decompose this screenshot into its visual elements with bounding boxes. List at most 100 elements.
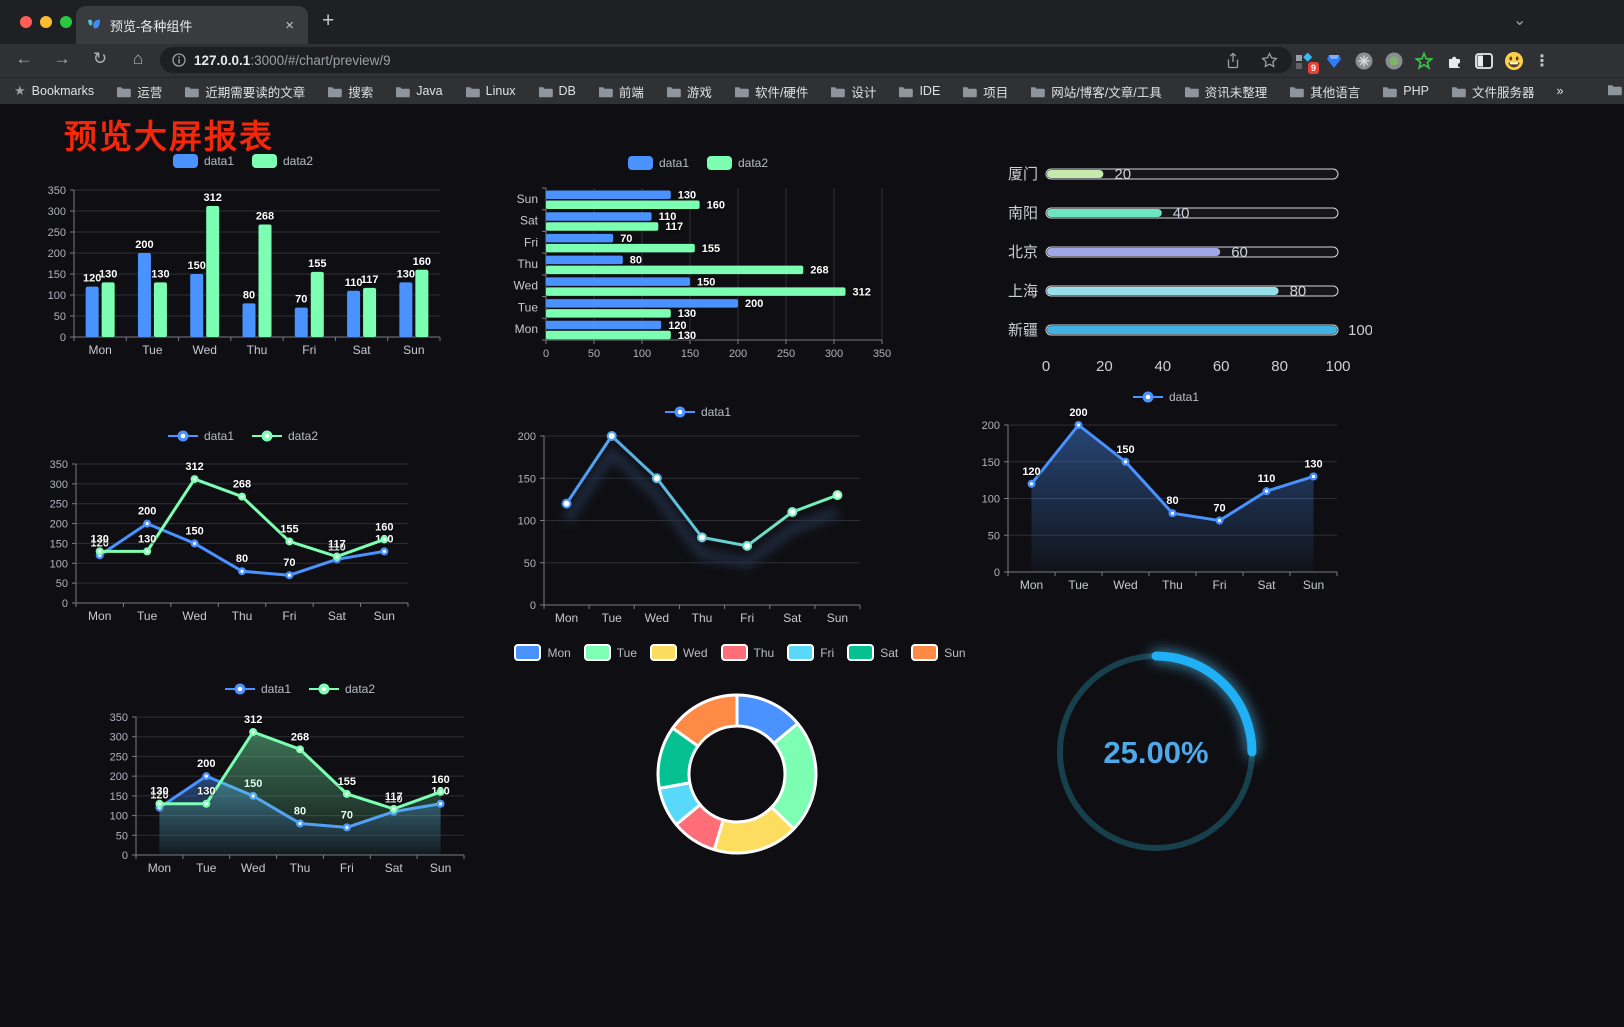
- bar[interactable]: [310, 271, 324, 337]
- minimize-window-button[interactable]: [40, 16, 52, 28]
- bar[interactable]: [137, 253, 151, 337]
- bar[interactable]: [242, 303, 256, 337]
- bookmark-item[interactable]: 网站/博客/文章/工具: [1030, 82, 1162, 101]
- legend-item-data2[interactable]: data2: [707, 156, 768, 170]
- bar[interactable]: [258, 224, 272, 337]
- bookmark-item[interactable]: 资讯未整理: [1184, 82, 1267, 101]
- bar[interactable]: [363, 287, 377, 337]
- bar[interactable]: [294, 307, 308, 337]
- browser-tab[interactable]: 预览-各种组件 ×: [76, 6, 308, 44]
- bookmark-star-icon[interactable]: [1261, 52, 1278, 68]
- url-text[interactable]: 127.0.0.1:3000/#/chart/preview/9: [194, 52, 391, 68]
- tab-close-icon[interactable]: ×: [285, 16, 294, 34]
- bookmark-item[interactable]: 搜索: [327, 82, 373, 101]
- legend-item-data1[interactable]: data1: [172, 154, 234, 168]
- progress-fill-0[interactable]: [1047, 170, 1104, 178]
- progress-fill-2[interactable]: [1047, 248, 1221, 256]
- legend-item-data1[interactable]: data1: [627, 156, 689, 170]
- bookmark-item[interactable]: Linux: [465, 84, 516, 98]
- share-icon[interactable]: [1225, 51, 1241, 69]
- data-point[interactable]: [742, 540, 753, 551]
- legend-item-Thu[interactable]: Thu: [720, 644, 774, 661]
- legend-item-data1[interactable]: data1: [167, 429, 234, 443]
- extension-split-screen-icon[interactable]: [1474, 51, 1494, 71]
- extension-gem-icon[interactable]: [1324, 51, 1344, 71]
- bookmark-item[interactable]: 运营: [116, 82, 162, 101]
- progress-fill-1[interactable]: [1047, 209, 1162, 217]
- bar[interactable]: [85, 286, 99, 337]
- bookmark-item[interactable]: PHP: [1382, 84, 1429, 98]
- legend-item-Fri[interactable]: Fri: [787, 644, 834, 661]
- bookmark-item[interactable]: 其他语言: [1289, 82, 1360, 101]
- extension-emoji-icon[interactable]: [1504, 51, 1524, 71]
- bar[interactable]: [546, 190, 671, 200]
- bookmark-item[interactable]: DB: [538, 84, 576, 98]
- browser-menu-icon[interactable]: ⋮: [1534, 52, 1550, 70]
- bar[interactable]: [546, 309, 671, 318]
- bar[interactable]: [546, 299, 738, 308]
- bookmark-item[interactable]: 前端: [598, 82, 644, 101]
- bookmark-item[interactable]: 文件服务器: [1451, 82, 1534, 101]
- bar[interactable]: [546, 330, 671, 340]
- bookmark-item[interactable]: Java: [395, 84, 443, 98]
- legend-item-data2[interactable]: data2: [252, 154, 313, 168]
- legend-item-Sat[interactable]: Sat: [847, 644, 898, 661]
- extension-record-icon[interactable]: [1384, 51, 1404, 71]
- data-point[interactable]: [606, 431, 617, 441]
- legend-item-Sun[interactable]: Sun: [911, 644, 966, 661]
- bar[interactable]: [546, 255, 623, 265]
- bar[interactable]: [399, 282, 413, 337]
- bar[interactable]: [546, 265, 804, 275]
- data-point[interactable]: [561, 498, 572, 509]
- bookmark-item[interactable]: 设计: [830, 82, 876, 101]
- bar[interactable]: [415, 269, 429, 337]
- bookmark-item[interactable]: 近期需要读的文章: [184, 82, 305, 101]
- extension-grid-icon[interactable]: 9: [1294, 51, 1319, 74]
- site-info-icon[interactable]: [172, 53, 186, 67]
- extension-snowflake-icon[interactable]: [1354, 51, 1374, 71]
- back-button[interactable]: ←: [15, 49, 33, 68]
- home-button[interactable]: ⌂: [132, 49, 144, 68]
- extensions-puzzle-icon[interactable]: [1444, 51, 1464, 71]
- bookmark-item[interactable]: IDE: [898, 84, 940, 98]
- bar[interactable]: [546, 243, 695, 253]
- bar[interactable]: [190, 274, 204, 337]
- pie-slice-Sun[interactable]: [671, 693, 739, 748]
- bar[interactable]: [101, 282, 115, 337]
- other-bookmarks-folder[interactable]: 其他书签: [1607, 82, 1624, 101]
- legend-item-Tue[interactable]: Tue: [583, 644, 637, 661]
- url-bar[interactable]: 127.0.0.1:3000/#/chart/preview/9: [160, 47, 1292, 73]
- forward-button[interactable]: →: [53, 49, 71, 68]
- legend-item-data1[interactable]: data1: [1132, 390, 1199, 404]
- bookmark-item[interactable]: 软件/硬件: [734, 82, 808, 101]
- extension-green-star-icon[interactable]: [1414, 51, 1434, 71]
- bar[interactable]: [546, 277, 690, 286]
- bar[interactable]: [153, 282, 167, 337]
- bookmarks-manager-item[interactable]: ★ Bookmarks: [14, 83, 95, 98]
- data-point[interactable]: [832, 490, 843, 501]
- progress-fill-4[interactable]: [1047, 326, 1337, 334]
- bar[interactable]: [546, 320, 662, 330]
- new-tab-button[interactable]: +: [322, 9, 335, 32]
- bar[interactable]: [546, 200, 700, 210]
- bar[interactable]: [546, 212, 652, 221]
- reload-button[interactable]: ↻: [92, 49, 108, 68]
- bar[interactable]: [347, 290, 361, 337]
- zoom-window-button[interactable]: [60, 16, 72, 28]
- bar[interactable]: [546, 222, 659, 231]
- legend-item-data1[interactable]: data1: [664, 405, 731, 419]
- progress-fill-3[interactable]: [1047, 287, 1279, 295]
- data-point[interactable]: [697, 532, 707, 543]
- legend-item-data1[interactable]: data1: [224, 682, 291, 696]
- bookmark-item[interactable]: 游戏: [666, 82, 712, 101]
- legend-item-data2[interactable]: data2: [252, 429, 318, 443]
- bar[interactable]: [546, 233, 614, 243]
- data-point[interactable]: [651, 473, 662, 484]
- legend-item-data2[interactable]: data2: [309, 682, 375, 696]
- legend-item-Wed[interactable]: Wed: [650, 644, 708, 661]
- bar[interactable]: [546, 287, 846, 296]
- tab-search-chevron-icon[interactable]: ⌄: [1513, 12, 1527, 29]
- bookmark-item[interactable]: 项目: [962, 82, 1008, 101]
- bar[interactable]: [206, 205, 220, 337]
- legend-item-Mon[interactable]: Mon: [514, 644, 571, 661]
